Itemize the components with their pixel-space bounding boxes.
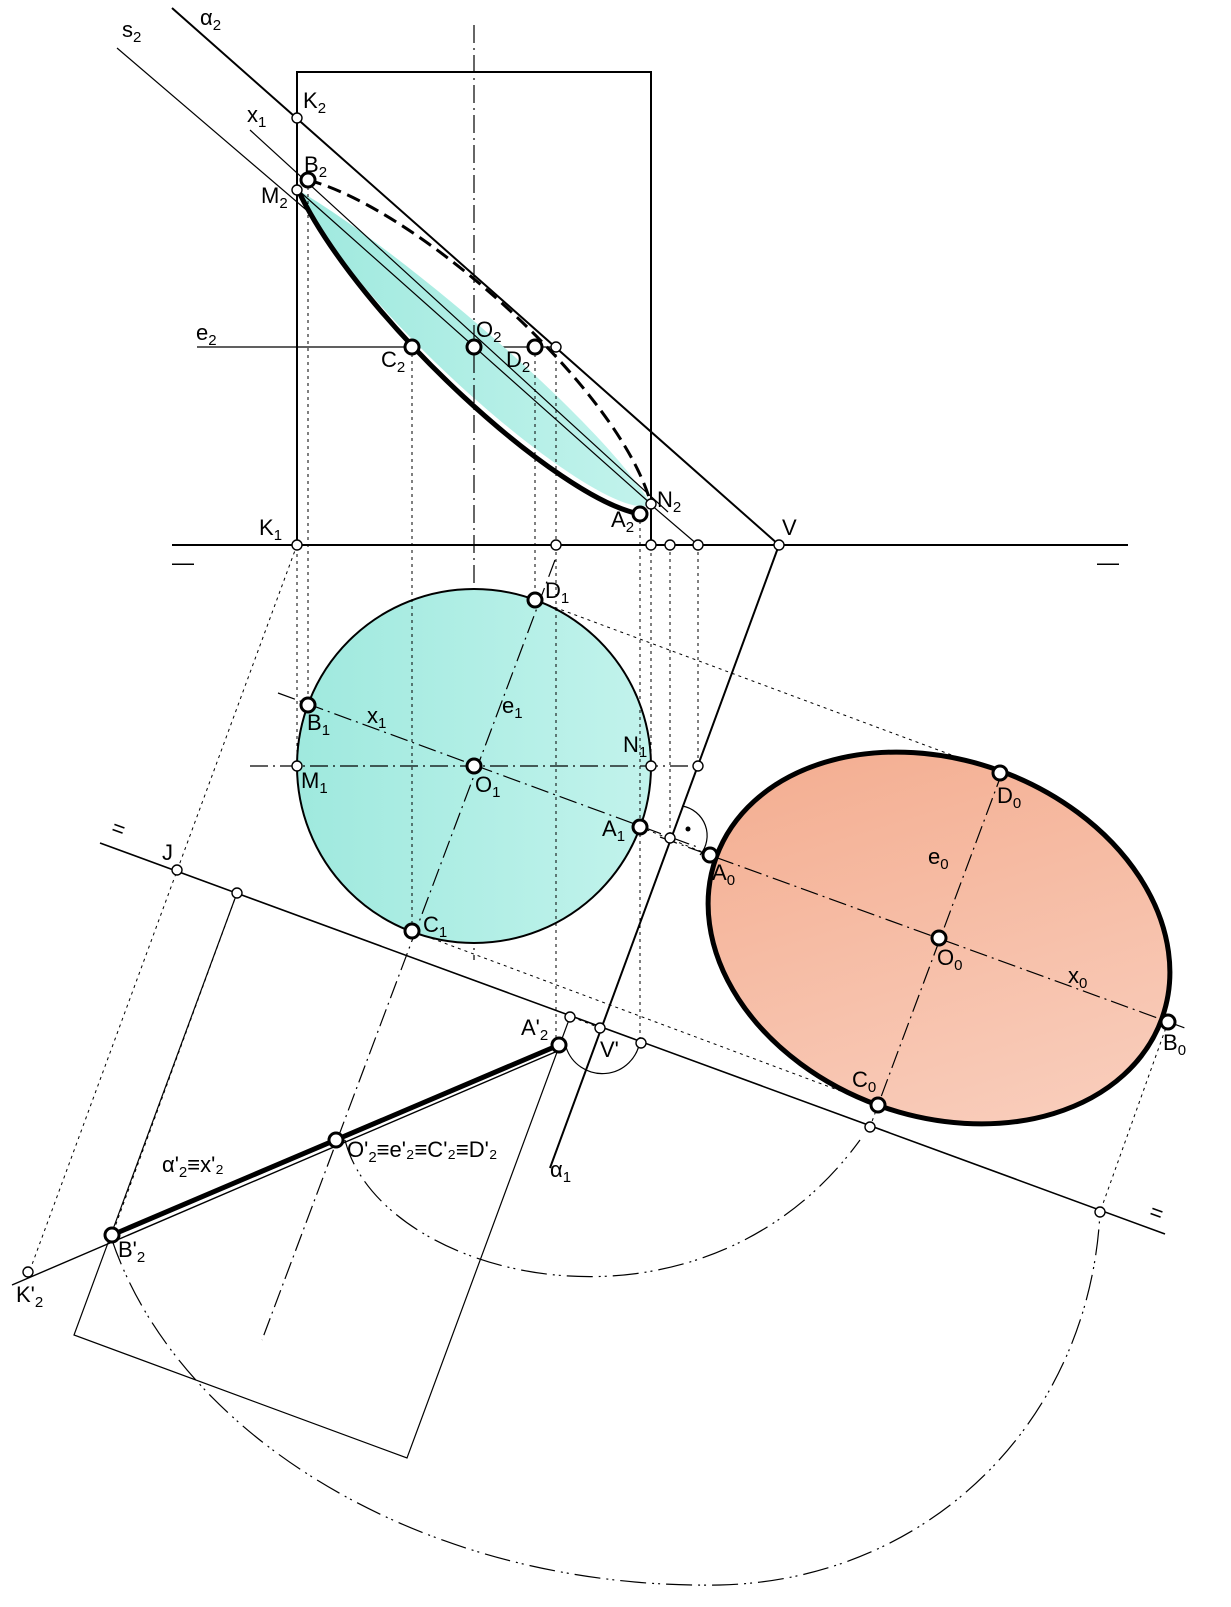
trace-alpha2 [171,7,780,546]
label-n1: N1 [623,732,647,761]
label-k2-prime: K'2 [16,1282,43,1311]
rotation-arc-outer [111,1211,1101,1586]
small-points [22,112,1106,1278]
trace-alpha1 [549,544,780,1169]
label-axis-mark-1: — [172,550,194,575]
label-k1: K1 [259,515,282,544]
label-v-prime: V' [600,1037,619,1062]
label-a1: A1 [602,816,625,845]
axis-x2-prime [99,842,1166,1235]
label-d1: D1 [545,578,569,607]
label-c2: C2 [381,347,405,376]
label-b0: B0 [1163,1030,1186,1059]
label-a0: A0 [712,860,735,889]
label-a2: A2 [611,507,634,536]
label-b2: B2 [304,152,327,181]
key-points [103,171,1177,1244]
axis-x1-top-view [277,692,701,849]
label-c0: C0 [852,1067,876,1096]
baseline-k2p [11,1049,561,1286]
label-d0: D0 [997,783,1021,812]
ellipse-front-visible-edge [295,188,641,517]
label-axis-mark-4: = [1146,1199,1167,1227]
label-axis-mark-3: = [108,815,129,843]
right-angle-dot [685,826,691,832]
labels: α2 s2 K2 x1 B2 M2 e2 O2 C2 D2 N2 A2 K1 V… [16,5,1186,1311]
label-m1: M1 [301,768,328,797]
label-n2: N2 [657,487,681,516]
angle-arc-vprime [565,1039,641,1075]
label-alpha2-prime-identity: α'2≡x'₂ [162,1152,224,1181]
label-s2: s2 [122,17,141,46]
label-x0: x0 [1068,963,1087,992]
label-d2: D2 [506,347,530,376]
axis-x0 [659,836,1186,1029]
label-k2: K2 [303,88,326,117]
label-b2-prime: B'2 [118,1237,145,1266]
label-o1: O1 [475,772,500,801]
label-x1-mid: x1 [367,703,386,732]
label-e2: e2 [196,320,217,349]
label-axis-mark-2: — [1097,550,1119,575]
axis-e1-top-view [261,559,556,1341]
rotation-arc-inner [344,1139,861,1278]
label-c1: C1 [423,912,447,941]
ellipse-front-hidden-edge [307,178,653,505]
label-o2-prime-identity: O'2≡e'₂≡C'₂≡D'₂ [347,1137,497,1166]
label-j: J [162,840,173,865]
angle-arc-right [681,805,708,856]
label-m2: M2 [261,183,288,212]
label-v: V [782,515,797,540]
line-x1-top [249,129,669,513]
label-x1-top: x1 [247,102,266,131]
construction-rectangle [73,892,571,1459]
label-alpha2: α2 [200,5,221,34]
label-e1: e1 [502,693,523,722]
label-o2: O2 [476,317,501,346]
label-b1: B1 [307,710,330,739]
label-alpha1: α1 [550,1157,571,1186]
label-o0: O0 [937,945,962,974]
label-e0: e0 [928,844,949,873]
label-a2-prime: A'2 [521,1015,548,1044]
